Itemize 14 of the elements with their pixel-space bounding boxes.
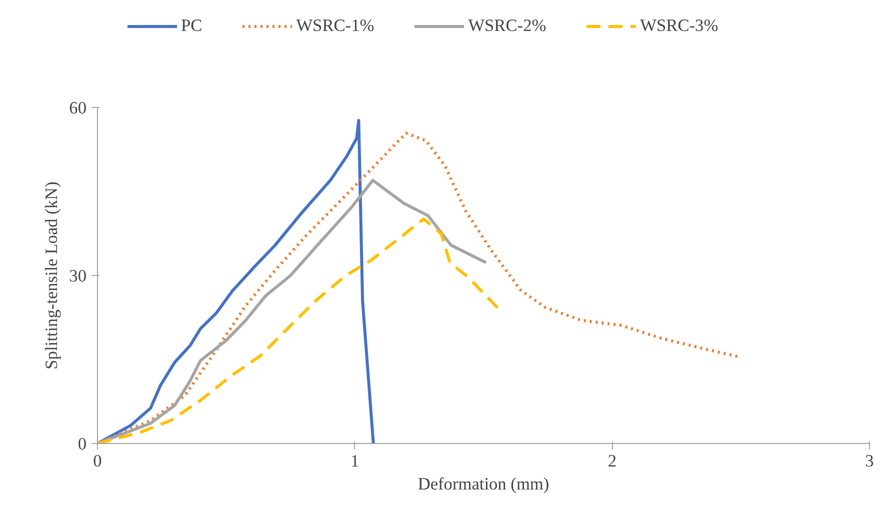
y-tick-label: 30 — [69, 266, 86, 286]
y-axis-title: Splitting-tensile Load (kN) — [42, 181, 62, 370]
line-series — [98, 118, 375, 444]
legend-label: WSRC-2% — [468, 16, 546, 36]
legend-label: PC — [181, 16, 202, 36]
x-tick-label: 2 — [608, 452, 617, 470]
x-axis-title: Deformation (mm) — [418, 474, 550, 494]
legend-label: WSRC-3% — [640, 16, 718, 36]
x-tick-label: 0 — [93, 452, 102, 470]
y-tick-label: 60 — [69, 98, 86, 118]
x-tick-label: 3 — [865, 452, 874, 470]
y-tick-label: 0 — [78, 434, 87, 454]
x-tick-label: 1 — [350, 452, 360, 470]
legend-label: WSRC-1% — [296, 16, 374, 36]
